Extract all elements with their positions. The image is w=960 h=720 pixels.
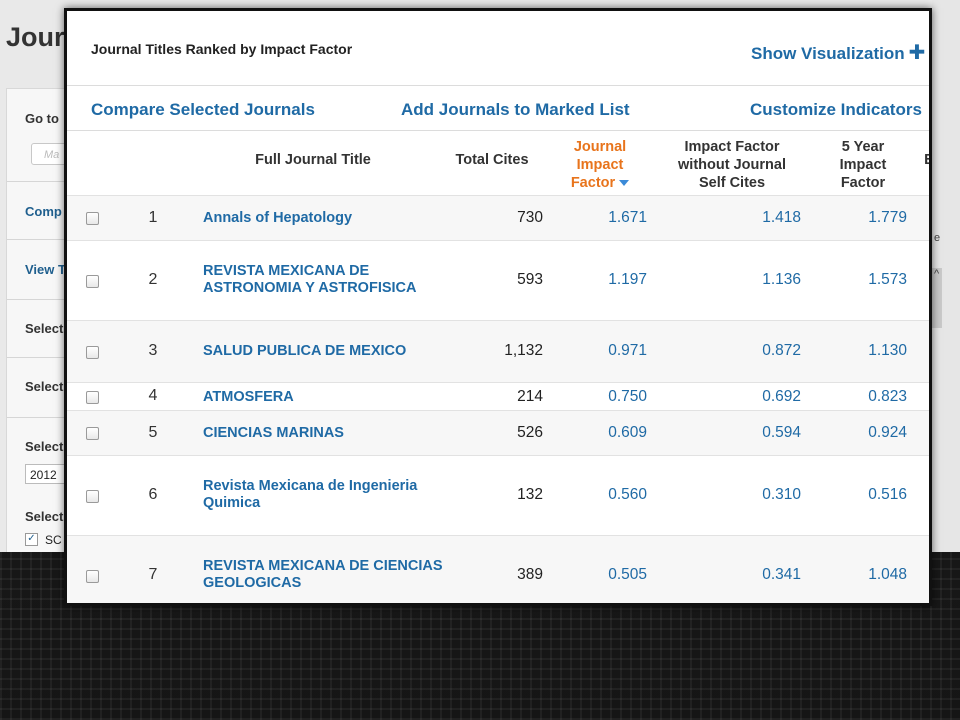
row-select-checkbox[interactable] bbox=[86, 212, 99, 225]
compare-selected-journals-link[interactable]: Compare Selected Journals bbox=[91, 100, 315, 119]
row-rank: 5 bbox=[148, 424, 158, 441]
row-select-checkbox[interactable] bbox=[86, 346, 99, 359]
journal-title-link[interactable]: REVISTA MEXICANA DE CIENCIAS GEOLOGICAS bbox=[203, 558, 443, 591]
row-select-checkbox[interactable] bbox=[86, 391, 99, 404]
total-cites-value: 1,132 bbox=[504, 342, 543, 359]
jif-without-self-value[interactable]: 0.310 bbox=[762, 486, 801, 503]
row-rank: 6 bbox=[148, 486, 158, 503]
row-select-checkbox[interactable] bbox=[86, 490, 99, 503]
edition-checkbox-label: SC bbox=[45, 533, 62, 547]
row-rank: 7 bbox=[148, 566, 158, 583]
row-select-checkbox[interactable] bbox=[86, 275, 99, 288]
sidebar-item-select-1[interactable]: Select bbox=[25, 321, 64, 336]
total-cites-value: 214 bbox=[517, 388, 543, 405]
five-year-if-value[interactable]: 0.924 bbox=[868, 424, 907, 441]
jif-value[interactable]: 0.750 bbox=[608, 388, 647, 405]
edition-checkbox[interactable]: ✓ bbox=[25, 533, 38, 546]
journal-title-link[interactable]: SALUD PUBLICA DE MEXICO bbox=[203, 343, 407, 359]
row-select-checkbox[interactable] bbox=[86, 427, 99, 440]
column-header-title[interactable]: Full Journal Title bbox=[255, 152, 371, 168]
row-rank: 3 bbox=[148, 342, 158, 359]
column-header-5-year-if[interactable]: 5 Year Impact Factor bbox=[839, 139, 887, 191]
table-row: 2 REVISTA MEXICANA DE ASTRONOMIA Y ASTRO… bbox=[67, 240, 929, 321]
total-cites-value: 132 bbox=[517, 486, 543, 503]
journal-title-link[interactable]: REVISTA MEXICANA DE ASTRONOMIA Y ASTROFI… bbox=[203, 263, 417, 296]
five-year-if-value[interactable]: 0.516 bbox=[868, 486, 907, 503]
add-to-marked-list-link[interactable]: Add Journals to Marked List bbox=[401, 100, 630, 119]
table-row: 5 CIENCIAS MARINAS 526 0.609 0.594 0.924 bbox=[67, 410, 929, 456]
jif-without-self-value[interactable]: 0.692 bbox=[762, 388, 801, 405]
year-select[interactable]: 2012 bbox=[25, 464, 73, 484]
journal-title-link[interactable]: ATMOSFERA bbox=[203, 389, 294, 405]
journal-title-link[interactable]: Revista Mexicana de Ingenieria Quimica bbox=[203, 478, 418, 511]
row-rank: 4 bbox=[148, 387, 158, 404]
sidebar-item-select-2[interactable]: Select bbox=[25, 379, 64, 394]
total-cites-value: 730 bbox=[517, 209, 543, 226]
customize-indicators-link[interactable]: Customize Indicators bbox=[750, 100, 922, 119]
table-row: 3 SALUD PUBLICA DE MEXICO 1,132 0.971 0.… bbox=[67, 320, 929, 383]
table-row: 1 Annals of Hepatology 730 1.671 1.418 1… bbox=[67, 195, 929, 241]
total-cites-value: 593 bbox=[517, 271, 543, 288]
column-header-jif-label: Journal Impact Factor bbox=[570, 139, 627, 191]
journal-title-link[interactable]: Annals of Hepatology bbox=[203, 210, 353, 226]
show-visualization-button[interactable]: Show Visualization ✚ bbox=[751, 40, 925, 65]
table-row: 6 Revista Mexicana de Ingenieria Quimica… bbox=[67, 455, 929, 536]
column-header-total-cites[interactable]: Total Cites bbox=[455, 152, 529, 168]
table-row: 7 REVISTA MEXICANA DE CIENCIAS GEOLOGICA… bbox=[67, 535, 929, 603]
jif-value[interactable]: 0.971 bbox=[608, 342, 647, 359]
column-header-truncated[interactable]: E bbox=[919, 151, 929, 169]
sidebar-item-select-edition-label: Select bbox=[25, 509, 64, 524]
popup-header: Journal Titles Ranked by Impact Factor S… bbox=[67, 11, 929, 86]
jif-without-self-value[interactable]: 0.594 bbox=[762, 424, 801, 441]
jif-without-self-value[interactable]: 0.872 bbox=[762, 342, 801, 359]
journal-title-link[interactable]: CIENCIAS MARINAS bbox=[203, 425, 344, 441]
show-visualization-label: Show Visualization bbox=[751, 44, 905, 63]
row-rank: 1 bbox=[148, 209, 158, 226]
action-bar: Compare Selected Journals Add Journals t… bbox=[67, 86, 929, 131]
row-rank: 2 bbox=[148, 271, 158, 288]
journal-ranking-popup: Journal Titles Ranked by Impact Factor S… bbox=[64, 8, 932, 606]
plus-icon: ✚ bbox=[908, 42, 926, 64]
sort-descending-icon bbox=[619, 180, 630, 187]
jif-value[interactable]: 0.609 bbox=[608, 424, 647, 441]
total-cites-value: 526 bbox=[517, 424, 543, 441]
sidebar-item-compare[interactable]: Comp bbox=[25, 204, 62, 219]
table-header: Full Journal Title Total Cites Journal I… bbox=[67, 131, 929, 195]
five-year-if-value[interactable]: 0.823 bbox=[868, 388, 907, 405]
jif-value[interactable]: 0.560 bbox=[608, 486, 647, 503]
jif-without-self-value[interactable]: 1.418 bbox=[762, 209, 801, 226]
sidebar-item-view[interactable]: View T bbox=[25, 262, 66, 277]
column-header-jif[interactable]: Journal Impact Factor bbox=[555, 138, 645, 192]
jif-without-self-value[interactable]: 0.341 bbox=[762, 566, 801, 583]
background-edge-text: e bbox=[934, 232, 941, 244]
jif-value[interactable]: 1.671 bbox=[608, 209, 647, 226]
sidebar-item-select-year-label: Select bbox=[25, 439, 64, 454]
five-year-if-value[interactable]: 1.048 bbox=[868, 566, 907, 583]
background-scrollbar[interactable] bbox=[932, 268, 942, 328]
table-row: 4 ATMOSFERA 214 0.750 0.692 0.823 bbox=[67, 382, 929, 411]
background-edge-arrow: ^ bbox=[934, 268, 940, 280]
popup-title: Journal Titles Ranked by Impact Factor bbox=[91, 41, 353, 57]
jif-without-self-value[interactable]: 1.136 bbox=[762, 271, 801, 288]
row-select-checkbox[interactable] bbox=[86, 570, 99, 583]
five-year-if-value[interactable]: 1.130 bbox=[868, 342, 907, 359]
five-year-if-value[interactable]: 1.779 bbox=[868, 209, 907, 226]
column-header-jif-without-self-cites[interactable]: Impact Factor without Journal Self Cites bbox=[678, 139, 786, 191]
five-year-if-value[interactable]: 1.573 bbox=[868, 271, 907, 288]
jif-value[interactable]: 1.197 bbox=[608, 271, 647, 288]
total-cites-value: 389 bbox=[517, 566, 543, 583]
jif-value[interactable]: 0.505 bbox=[608, 566, 647, 583]
sidebar-goto-label: Go to bbox=[25, 111, 59, 126]
